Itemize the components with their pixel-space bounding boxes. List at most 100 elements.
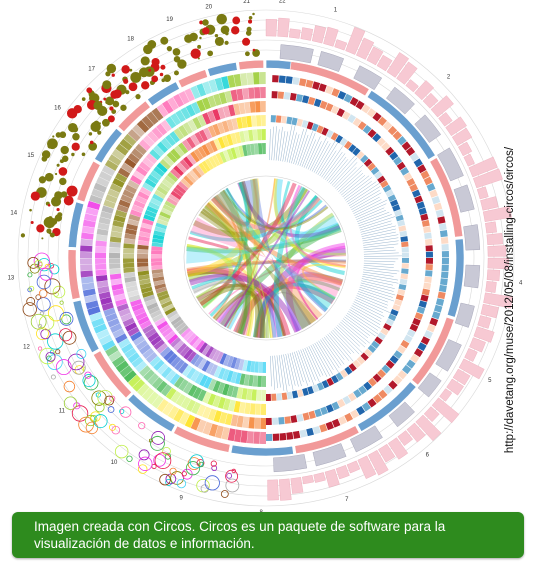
heatmap-cell: [339, 137, 348, 147]
chord-link: [241, 178, 259, 220]
heatmap-cell: [410, 353, 420, 363]
heatmap-cell: [183, 156, 194, 168]
ideogram-block: [72, 299, 100, 354]
heatmap-cell: [234, 429, 242, 443]
heatmap-cell: [397, 220, 406, 227]
heatmap-cell: [261, 129, 266, 141]
ring-glyph: [46, 355, 52, 361]
ring-glyph: [198, 461, 204, 468]
heatmap-cell: [127, 152, 140, 164]
heatmap-cell: [192, 167, 202, 179]
heatmap-cell: [156, 141, 169, 153]
heatmap-cell: [360, 154, 369, 164]
heatmap-cell: [330, 132, 339, 141]
heatmap-cell: [278, 417, 285, 425]
heatmap-cell: [170, 148, 181, 160]
heatmap-cell: [151, 258, 163, 263]
heatmap-cell: [364, 348, 373, 357]
label-tick: [282, 131, 289, 162]
label-tick: [363, 260, 396, 263]
heatmap-cell: [239, 373, 246, 386]
heatmap-cell: [187, 119, 198, 132]
heatmap-cell: [381, 364, 391, 374]
heatmap-cell: [412, 317, 421, 326]
label-tick: [271, 126, 274, 161]
heatmap-cell: [361, 104, 371, 114]
heatmap-cell: [326, 377, 335, 387]
chord-link: [187, 178, 260, 278]
heatmap-cell: [441, 243, 449, 251]
heatmap-cell: [224, 413, 233, 426]
heatmap-cell: [118, 308, 131, 317]
ring-glyph: [37, 258, 51, 272]
label-tick: [363, 243, 399, 248]
heatmap-cell: [230, 414, 239, 427]
heatmap-cell: [137, 258, 149, 263]
heatmap-cell: [123, 238, 136, 245]
scatter-dot: [172, 48, 181, 56]
chord-link: [222, 189, 329, 230]
heatmap-cell: [370, 166, 380, 176]
outer-histogram-bar: [452, 368, 471, 386]
heatmap-cell: [97, 222, 110, 231]
chord-link: [192, 279, 247, 334]
heatmap-cell: [431, 311, 441, 320]
label-tick: [338, 170, 362, 192]
label-tick: [287, 353, 296, 386]
ring-glyph: [225, 478, 240, 493]
heatmap-cell: [147, 131, 159, 143]
heatmap-cell: [208, 423, 219, 437]
heatmap-cell: [248, 87, 255, 99]
heatmap-cell: [156, 218, 169, 226]
heatmap-cell: [100, 296, 113, 306]
ring-glyph: [55, 349, 61, 355]
ring-glyph: [63, 380, 76, 393]
chord-link: [200, 208, 235, 236]
chord-link: [211, 181, 251, 227]
heatmap-cell: [244, 402, 251, 415]
chord-link: [188, 236, 229, 250]
heatmap-cell: [313, 98, 322, 108]
chord-link: [259, 296, 277, 338]
heatmap-cell: [352, 359, 361, 369]
ideogram-block: [294, 425, 360, 455]
heatmap-cell: [217, 136, 226, 149]
ring-glyph: [169, 467, 177, 475]
heatmap-cell: [174, 359, 185, 371]
heatmap-cell: [82, 219, 96, 228]
ring-glyph: [111, 425, 121, 435]
chord-link: [198, 284, 266, 339]
heatmap-cell: [222, 383, 230, 396]
heatmap-cell: [179, 345, 191, 357]
ideogram-block: [67, 201, 85, 248]
heatmap-cell: [143, 369, 155, 382]
ring-glyph: [211, 465, 218, 472]
chord-link: [205, 205, 272, 338]
heatmap-cell: [271, 91, 278, 99]
label-tick: [352, 303, 382, 319]
heatmap-cell: [212, 349, 221, 362]
heatmap-cell: [437, 291, 446, 300]
scatter-dot: [248, 19, 253, 24]
scatter-dot: [145, 48, 149, 52]
heatmap-cell: [191, 401, 201, 415]
heatmap-cell: [409, 152, 420, 162]
label-tick: [347, 183, 380, 205]
heatmap-cell: [292, 77, 300, 86]
heatmap-cell: [213, 93, 222, 106]
chord-link: [218, 288, 249, 330]
chord-link: [237, 182, 341, 238]
heatmap-cell: [195, 165, 205, 177]
heatmap-cell: [144, 209, 157, 218]
heatmap-cell: [190, 353, 201, 365]
heatmap-cell: [101, 339, 116, 351]
heatmap-cell: [382, 184, 392, 193]
heatmap-cell: [440, 278, 448, 286]
heatmap-cell: [205, 362, 215, 374]
heatmap-cell: [255, 101, 261, 113]
label-tick: [332, 329, 355, 354]
scatter-dot: [207, 50, 214, 57]
heatmap-cell: [80, 238, 93, 246]
heatmap-cell: [178, 324, 189, 335]
chromosome-label: 19: [166, 17, 173, 23]
